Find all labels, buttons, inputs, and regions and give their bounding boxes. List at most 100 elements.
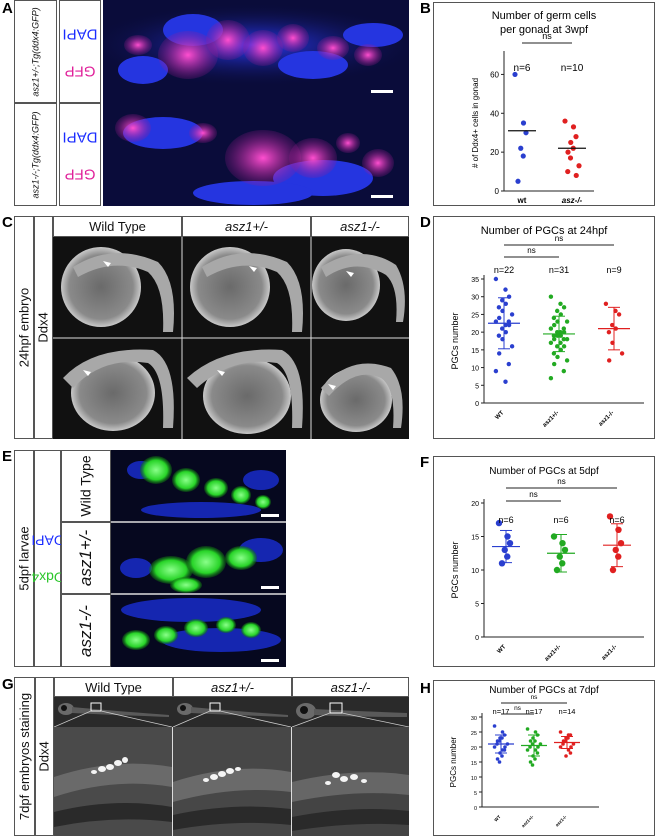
significance-label: ns xyxy=(557,477,565,486)
n-label: n=22 xyxy=(494,265,514,275)
data-point xyxy=(503,379,508,384)
x-tick-label: asz1-/- xyxy=(598,410,615,427)
larvae-images xyxy=(111,450,286,667)
data-point xyxy=(504,533,511,540)
data-point xyxy=(506,322,512,328)
data-point xyxy=(561,368,566,374)
data-point xyxy=(568,751,573,755)
chart-h-frame: Number of PGCs at 7dpf 0 5 10 15 20 25 30 PGCs n… xyxy=(433,680,655,836)
y-tick-label: 30 xyxy=(471,295,479,302)
data-point xyxy=(548,376,554,381)
y-tick-label: 0 xyxy=(475,401,479,408)
x-tick-label: WT xyxy=(493,814,502,823)
y-tick-label: 0 xyxy=(475,635,479,642)
data-point xyxy=(520,153,526,159)
chart-d: Number of PGCs at 24hpf 0 5 10 15 20 25 30 35 PGC… xyxy=(450,225,644,429)
y-tick-label: 15 xyxy=(471,535,479,542)
chart-h: Number of PGCs at 7dpf 0 5 10 15 20 25 30 PGCs n… xyxy=(449,685,599,828)
y-tick-label: 20 xyxy=(471,330,479,337)
data-point xyxy=(559,540,566,547)
dapi-label: DAPI xyxy=(62,128,98,146)
data-point xyxy=(548,326,554,331)
y-axis-label: PGCs number xyxy=(450,541,460,598)
panel-label-b: B xyxy=(420,0,431,17)
data-point xyxy=(497,315,502,321)
data-point xyxy=(558,333,563,338)
y-tick-label: 15 xyxy=(471,761,477,767)
embryo7-stain-box: Ddx4 xyxy=(35,677,54,836)
data-point xyxy=(568,139,574,146)
data-point xyxy=(535,751,540,755)
data-point xyxy=(502,748,507,752)
data-point xyxy=(528,745,532,749)
chart-title: Number of PGCs at 5dpf xyxy=(489,466,599,477)
embryo7-images xyxy=(54,697,409,836)
row1-stain-box: GFP DAPI xyxy=(59,0,101,103)
n-label: n=6 xyxy=(514,63,531,74)
y-tick-label: 30 xyxy=(471,716,477,722)
data-point xyxy=(493,319,499,324)
data-point xyxy=(497,739,502,743)
data-point xyxy=(497,760,502,764)
col-header-mut: asz1-/- xyxy=(311,216,409,237)
embryo-side-box: 24hpf embryo xyxy=(14,216,34,439)
data-point xyxy=(561,305,567,310)
gfp-label: GFP xyxy=(64,165,96,183)
data-point xyxy=(561,742,565,746)
g-col-header-het: asz1+/- xyxy=(173,677,292,697)
data-point xyxy=(552,337,557,342)
data-point xyxy=(506,361,511,367)
col-header-wt: Wild Type xyxy=(53,216,182,237)
data-point xyxy=(548,340,554,345)
y-tick-label: 40 xyxy=(490,109,499,118)
data-point xyxy=(528,739,533,743)
data-point xyxy=(503,329,508,335)
row2-stain-box: GFP DAPI xyxy=(59,103,101,206)
data-point xyxy=(556,553,563,560)
x-tick-label: asz1-/- xyxy=(554,814,568,828)
data-point xyxy=(533,748,538,752)
data-point xyxy=(503,745,507,749)
data-point xyxy=(515,178,521,184)
y-axis-label: PGCs number xyxy=(449,736,458,787)
row-header-mut-box: asz1-/- xyxy=(61,594,111,667)
data-point xyxy=(506,319,511,324)
data-point xyxy=(606,329,612,335)
n-label: n=6 xyxy=(498,515,513,525)
y-tick-label: 5 xyxy=(475,602,479,609)
data-point xyxy=(619,351,625,356)
chart-title: Number of germ cells xyxy=(492,10,597,22)
g-col-header-mut: asz1-/- xyxy=(292,677,409,697)
panel-label-h: H xyxy=(420,680,431,697)
data-point xyxy=(525,727,530,731)
data-point xyxy=(533,730,538,734)
data-point xyxy=(571,742,576,746)
data-point xyxy=(496,333,502,338)
data-point xyxy=(504,553,511,560)
data-point xyxy=(503,287,508,292)
data-point xyxy=(500,730,505,734)
gfp-label: GFP xyxy=(64,62,96,80)
data-point xyxy=(573,172,579,179)
data-point xyxy=(570,124,577,130)
y-tick-label: 5 xyxy=(475,383,479,390)
g-col-header-wt: Wild Type xyxy=(54,677,173,697)
data-point xyxy=(506,540,514,547)
data-point xyxy=(559,560,566,567)
data-point xyxy=(525,748,530,752)
data-point xyxy=(500,298,505,303)
data-point xyxy=(536,745,540,749)
row1-genotype-box: asz1+/-;Tg(ddx4:GFP) xyxy=(14,0,57,103)
row-header-wt-box: Wild Type xyxy=(61,450,111,522)
chart-b-frame: Number of germ cells per gonad at 3wpf 0 20… xyxy=(433,2,655,206)
panel-label-g: G xyxy=(2,676,14,693)
data-point xyxy=(573,134,579,140)
larvae-stain-box: Ddx4 DAPI xyxy=(31,450,64,667)
significance-label: ns xyxy=(531,694,539,701)
data-point xyxy=(492,745,497,749)
chart-title: Number of PGCs at 24hpf xyxy=(481,225,609,237)
data-point xyxy=(500,326,505,331)
data-point xyxy=(500,754,504,758)
n-label: n=14 xyxy=(559,707,576,716)
embryo-side-label: 24hpf embryo xyxy=(16,287,32,368)
